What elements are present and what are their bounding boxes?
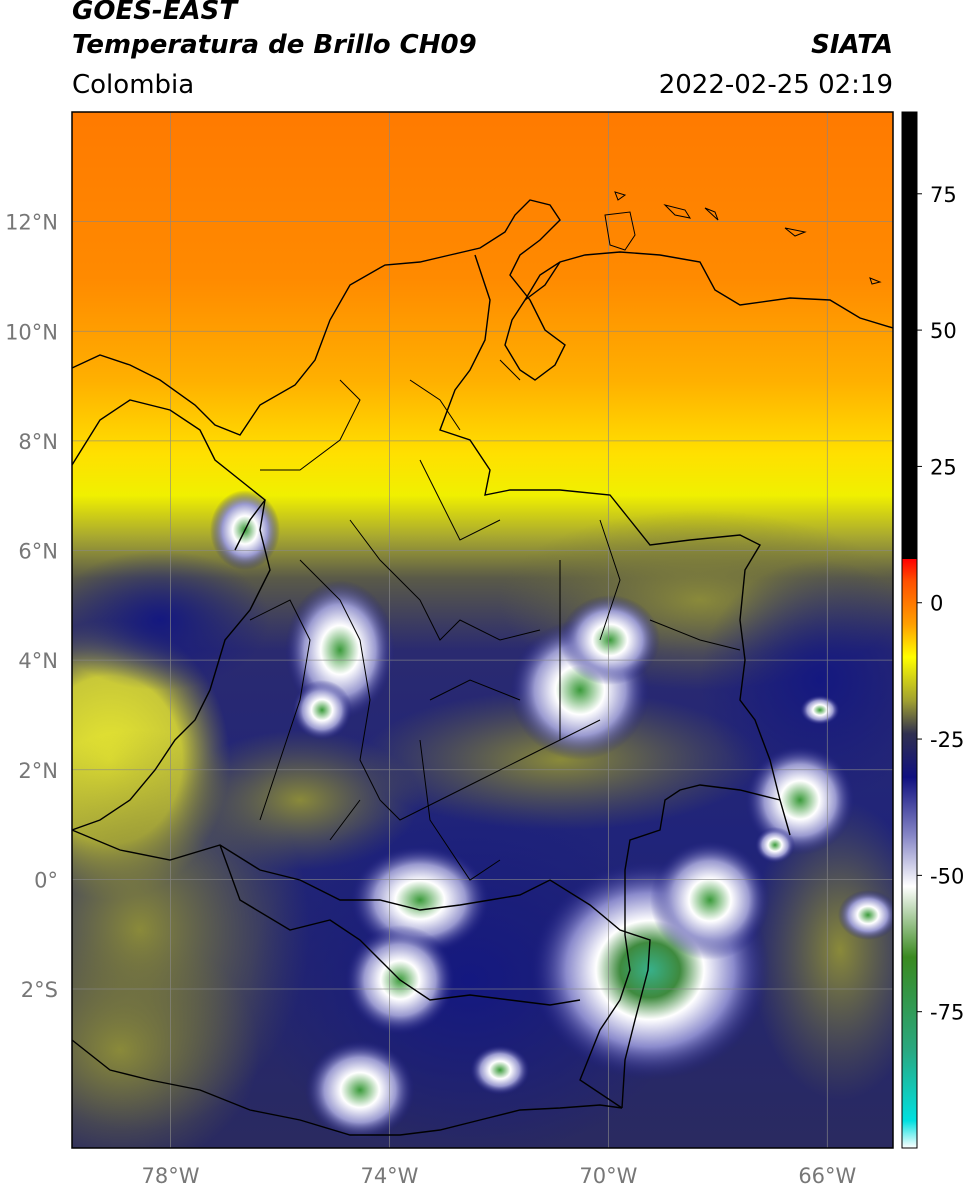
region-label: Colombia (72, 70, 195, 100)
department-borders (249, 359, 741, 881)
colombia-panama-border (72, 399, 266, 551)
lon-tick-label: 74°W (360, 1164, 418, 1188)
satellite-title: GOES-EAST (72, 0, 238, 26)
product-title: Temperatura de Brillo CH09 (72, 30, 477, 60)
ecuador-peru-border (219, 844, 581, 1006)
colorbar-tick-labels: 75 50 25 0 -25 -50 -75 (917, 183, 964, 1025)
country-borders (72, 191, 893, 1136)
colorbar-tick-label: -50 (930, 864, 964, 888)
lat-tick-label: 2°N (18, 759, 58, 783)
lon-tick-label: 70°W (579, 1164, 637, 1188)
colorbar-gradient (901, 111, 918, 1149)
gridlines (72, 112, 893, 1148)
latitude-tick-labels: 12°N 10°N 8°N 6°N 4°N 2°N 0° 2°S (5, 211, 58, 1002)
brightness-temperature-field (72, 112, 893, 1148)
longitude-tick-labels: 78°W 74°W 70°W 66°W (142, 1164, 857, 1188)
colorbar-tick-label: 75 (930, 183, 957, 207)
lat-tick-label: 2°S (21, 978, 58, 1002)
colombia-ecuador-peru-border (72, 829, 651, 1109)
agency-label: SIATA (811, 30, 893, 60)
islands (604, 191, 882, 285)
colorbar: 75 50 25 0 -25 -50 -75 (901, 111, 964, 1149)
map-frame (71, 111, 894, 1149)
caribbean-coastline (72, 199, 893, 436)
lat-tick-label: 8°N (18, 430, 58, 454)
colorbar-tick-label: 50 (930, 319, 957, 343)
colorbar-tick-label: -25 (930, 728, 964, 752)
lat-tick-label: 10°N (5, 320, 58, 344)
colombia-venezuela-border (439, 254, 791, 836)
lon-tick-label: 78°W (142, 1164, 200, 1188)
lat-tick-label: 12°N (5, 211, 58, 235)
southern-border (72, 1039, 623, 1136)
lon-tick-label: 66°W (798, 1164, 856, 1188)
lat-tick-label: 4°N (18, 649, 58, 673)
colombia-brazil-border (579, 784, 781, 1109)
colombia-pacific-coast (72, 499, 271, 831)
lat-tick-label: 6°N (18, 540, 58, 564)
colorbar-tick-label: 0 (930, 592, 943, 616)
colorbar-tick-label: -75 (930, 1001, 964, 1025)
colorbar-tick-label: 25 (930, 455, 957, 479)
datetime-label: 2022-02-25 02:19 (658, 70, 893, 100)
lat-tick-label: 0° (34, 868, 58, 892)
